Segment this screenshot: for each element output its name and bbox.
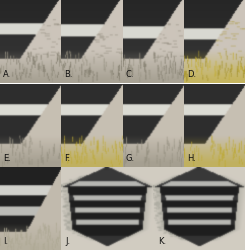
Text: H.: H. bbox=[187, 154, 196, 162]
Text: F.: F. bbox=[64, 154, 71, 162]
Text: E.: E. bbox=[3, 154, 11, 162]
Text: C.: C. bbox=[125, 70, 134, 79]
Text: G.: G. bbox=[125, 154, 135, 162]
Text: B.: B. bbox=[64, 70, 73, 79]
Text: K.: K. bbox=[158, 237, 166, 246]
Text: A.: A. bbox=[3, 70, 11, 79]
Text: I.: I. bbox=[3, 237, 8, 246]
Text: D.: D. bbox=[187, 70, 196, 79]
Text: J.: J. bbox=[66, 237, 71, 246]
